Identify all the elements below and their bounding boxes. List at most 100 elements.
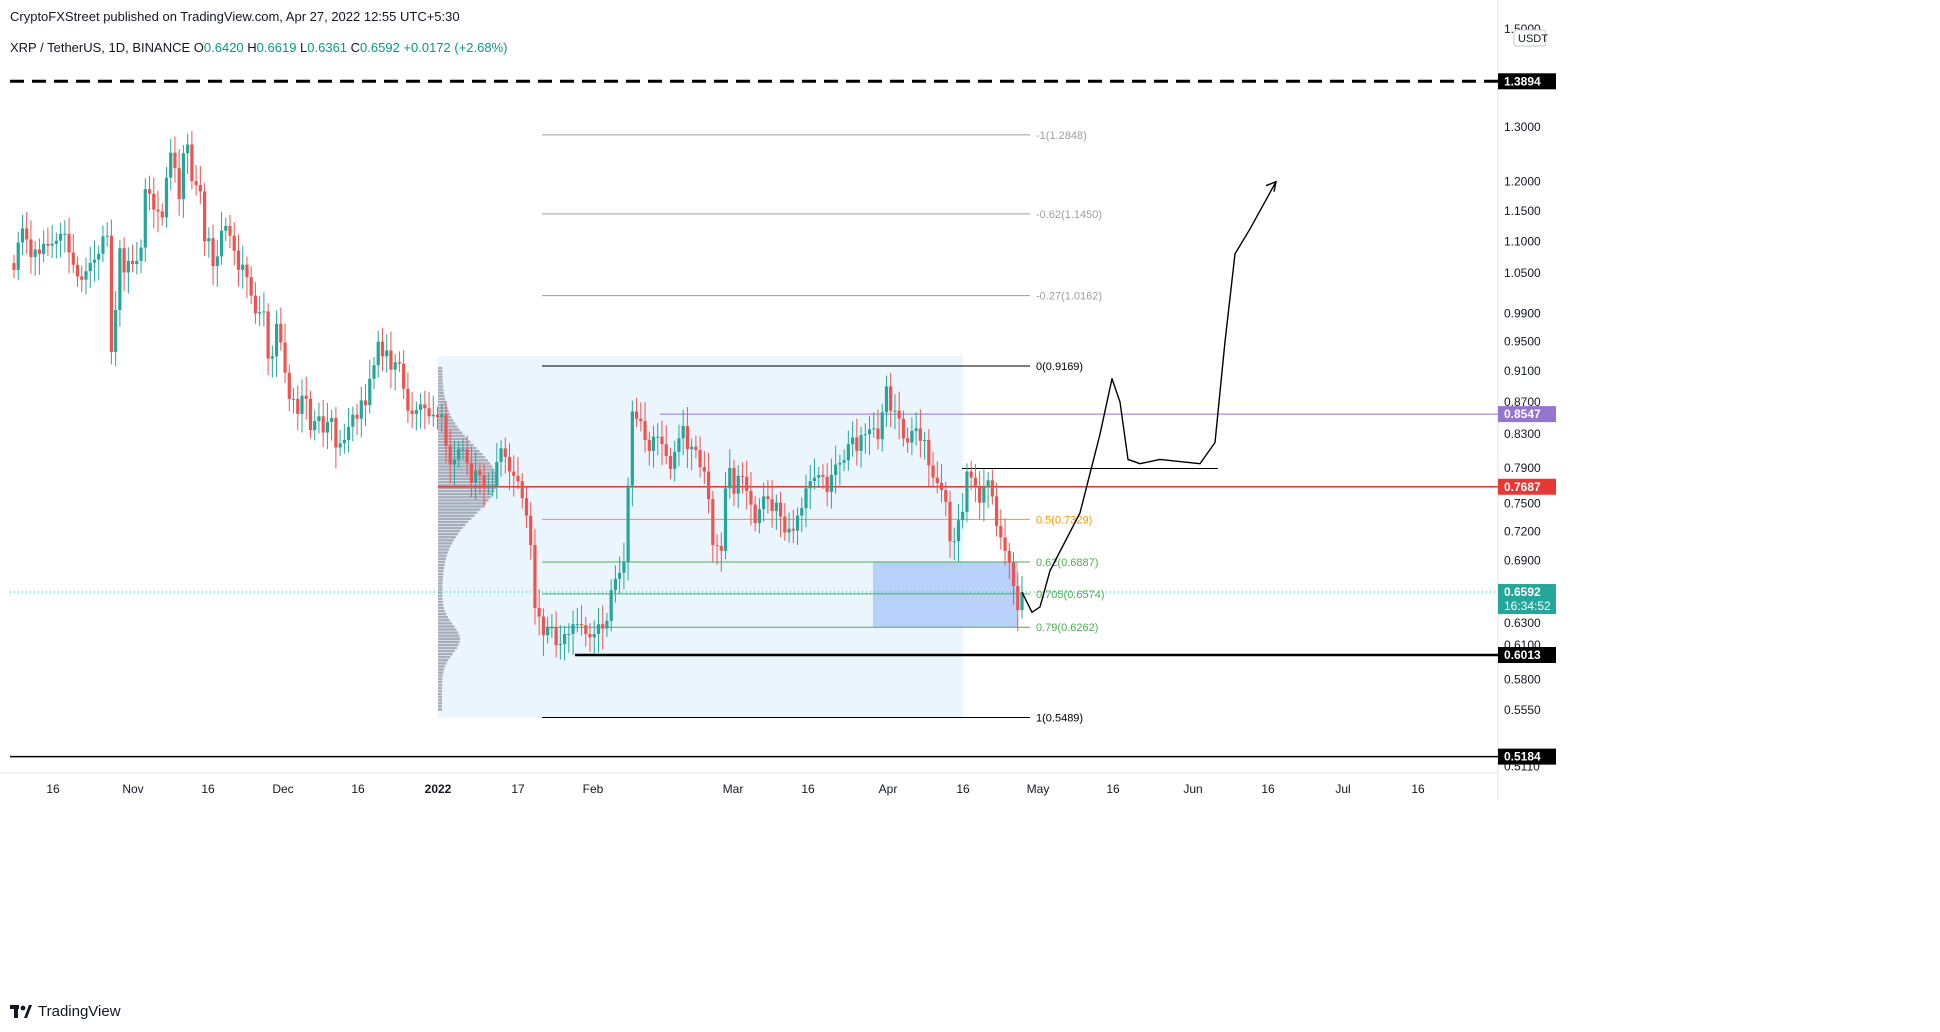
volume-profile-bar [438, 379, 443, 382]
candle-body [537, 608, 541, 617]
volume-profile-bar [438, 369, 443, 373]
candle-body [300, 395, 304, 414]
volume-profile-bar [438, 668, 445, 671]
candle-body [296, 398, 300, 414]
ohlc-value-h: 0.6619 [256, 40, 297, 55]
candle-body [181, 153, 186, 200]
candle-body [952, 541, 956, 543]
candle-body [465, 449, 469, 463]
candle-body [673, 451, 677, 469]
volume-profile-bar [438, 674, 443, 677]
fib-level-label: 0.5(0.7329) [1036, 514, 1092, 526]
candle-body [279, 323, 283, 343]
time-tick-label: 16 [801, 782, 815, 796]
candle-body [291, 398, 296, 400]
ohlc-key-l: L [296, 40, 308, 55]
candle-body [791, 528, 795, 531]
volume-profile-bar [438, 686, 443, 690]
volume-profile-bar [438, 366, 443, 370]
candle-body [931, 465, 935, 478]
candle-body [512, 471, 516, 476]
volume-profile-bar [438, 526, 463, 530]
candle-body [999, 525, 1003, 538]
tradingview-footer[interactable]: TradingView [10, 1003, 121, 1020]
candle-body [584, 625, 588, 635]
candle-body [427, 408, 431, 417]
price-range-box[interactable] [873, 562, 1018, 628]
ohlc-key-c: C [347, 40, 361, 55]
candle-body [935, 477, 939, 483]
volume-profile-bar [438, 619, 450, 622]
volume-profile-bar [438, 400, 446, 404]
volume-profile-bar [438, 409, 449, 413]
candle-body [363, 400, 368, 406]
candle-body [25, 228, 29, 240]
candle-body [533, 545, 537, 609]
candle-body [520, 481, 524, 499]
candle-body [745, 476, 749, 491]
candle-body [342, 440, 346, 444]
volume-profile-bar [438, 689, 443, 693]
candle-body [29, 239, 33, 258]
candle-body [863, 434, 867, 436]
volume-profile-bar [438, 508, 481, 511]
time-tick-label: 16 [956, 782, 970, 796]
candle-body [579, 624, 584, 626]
candle-body [143, 189, 147, 248]
volume-profile-bar [438, 591, 443, 594]
candle-body [54, 240, 58, 244]
volume-profile-bar [438, 403, 447, 407]
fib-level-label: -0.27(1.0162) [1036, 291, 1102, 303]
candle-body [639, 418, 643, 422]
candle-body [711, 499, 715, 546]
candle-body [927, 440, 931, 466]
candle-body [651, 436, 656, 451]
time-tick-label: 16 [351, 782, 365, 796]
candle-body [1007, 550, 1011, 563]
volume-profile-bar [438, 594, 443, 597]
price-axis-badge-text: 1.3894 [1504, 74, 1541, 88]
price-range-box[interactable] [438, 356, 963, 718]
symbol-info: XRP / TetherUS, 1D, BINANCE O0.6420 H0.6… [10, 40, 508, 55]
price-tick-label: 1.1500 [1504, 204, 1541, 218]
time-tick-label: 2022 [425, 782, 452, 796]
price-tick-label: 0.9100 [1504, 364, 1541, 378]
fib-level-label: -1(1.2848) [1036, 130, 1087, 142]
candle-body [177, 168, 181, 200]
candle-body [338, 443, 342, 448]
projection-path[interactable] [1021, 181, 1277, 613]
candle-body [410, 410, 414, 414]
currency-badge[interactable] [1513, 29, 1547, 47]
volume-profile-bar [438, 649, 455, 653]
price-tick-label: 0.8300 [1504, 427, 1541, 441]
volume-profile-bar [438, 588, 443, 591]
candle-body [507, 456, 512, 472]
ohlc-key-o: O [193, 40, 204, 55]
candle-body [495, 461, 499, 487]
candle-body [304, 395, 308, 399]
candle-body [397, 362, 402, 364]
volume-profile-bar [438, 637, 460, 640]
candle-body [46, 243, 50, 246]
volume-profile-bar [438, 659, 449, 662]
candle-body [613, 578, 618, 591]
volume-profile-bar [438, 492, 493, 496]
candle-body [757, 509, 762, 524]
candle-body [109, 235, 114, 352]
candle-body [67, 233, 71, 253]
candle-body [715, 545, 719, 547]
volume-profile-bar [438, 646, 457, 650]
volume-profile-bar [438, 652, 453, 656]
price-tick-label: 0.7500 [1504, 497, 1541, 511]
candle-body [435, 414, 440, 418]
candle-body [516, 475, 520, 482]
candle-body [884, 386, 889, 413]
candle-body [317, 416, 321, 422]
candle-body [490, 486, 495, 488]
price-axis-badge [1498, 73, 1556, 90]
candle-body [482, 475, 486, 487]
volume-profile-bar [438, 545, 451, 548]
candle-body [982, 487, 986, 503]
candle-body [698, 450, 702, 468]
